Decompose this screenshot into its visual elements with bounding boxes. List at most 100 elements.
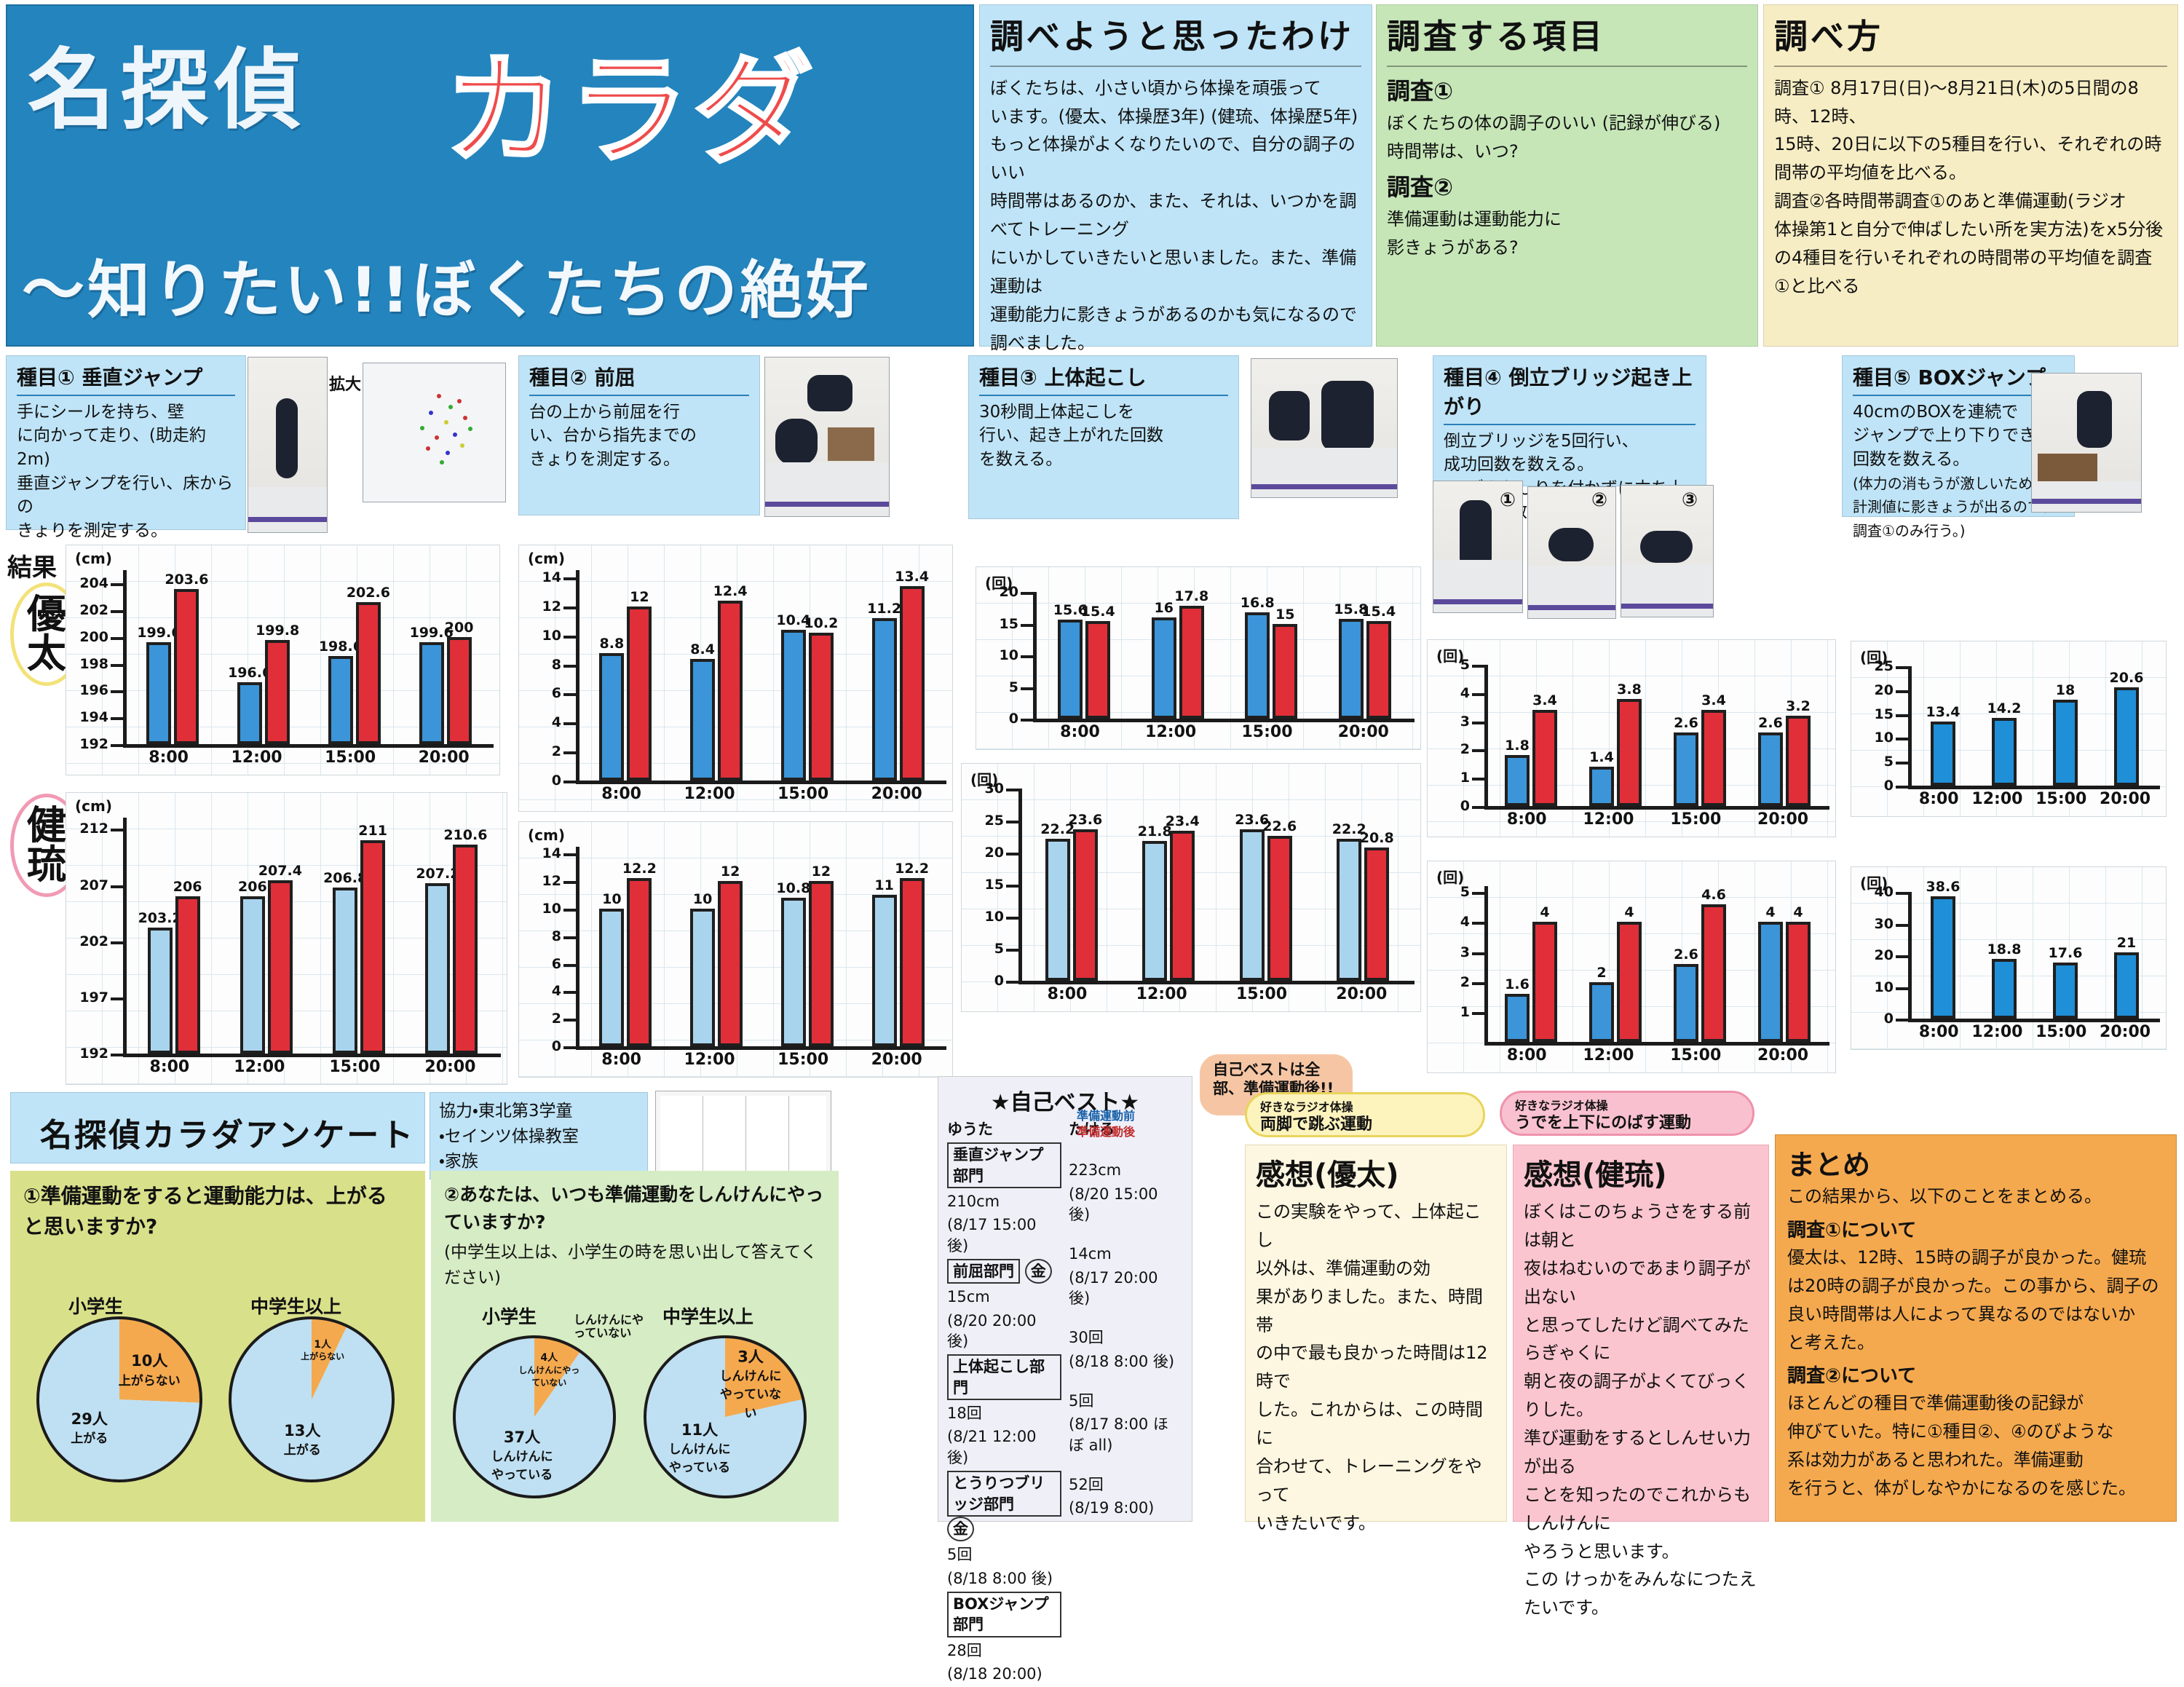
y-tick-label: 30 xyxy=(968,781,1018,797)
bar-value-label: 23.4 xyxy=(1165,813,1200,830)
impression-kenru-line: この けっかをみんなにつたえたいです。 xyxy=(1524,1569,1757,1619)
bar: 206.8 xyxy=(323,870,367,1054)
bar-value-label: 202.6 xyxy=(346,585,390,601)
event-3-name: 上体起こし xyxy=(1044,366,1147,390)
y-tick-label: 10 xyxy=(1857,979,1908,995)
x-tick-labels: 8:00 12:00 15:00 20:00 xyxy=(1023,985,1412,1003)
bar-value-label: 13.4 xyxy=(1926,704,1961,721)
bar: 38.6 xyxy=(1926,879,1960,1019)
bar-value-label: 4 xyxy=(1540,904,1550,921)
y-tick-label: 197 xyxy=(72,989,123,1006)
y-tick-label: 194 xyxy=(72,709,123,725)
pie-q1-middle: 1人 上がらない 13人 上がる xyxy=(229,1316,395,1482)
impression-yuta-line: 果がありました。また、時間帯 xyxy=(1256,1286,1483,1335)
x-tick-label: 15:00 xyxy=(2035,1023,2087,1041)
y-axis xyxy=(1908,892,1912,1019)
event-1-id: 種目① xyxy=(17,366,75,390)
x-tick-label: 15:00 xyxy=(2035,790,2087,808)
y-tick-label: 8 xyxy=(525,657,576,673)
pie-slice-label: 1人 上がらない xyxy=(301,1338,345,1362)
panel-reason-title: 調べようと思ったわけ xyxy=(990,12,1361,67)
credits-item: ・家族 xyxy=(439,1152,478,1171)
x-tick-label: 12:00 xyxy=(1971,790,2023,808)
y-tick-label: 202 xyxy=(72,933,123,949)
bar: 210.6 xyxy=(443,827,487,1054)
y-tick-label: 5 xyxy=(1857,754,1908,770)
y-tick-label: 0 xyxy=(982,711,1033,727)
legend-after: 準備運動後 xyxy=(1077,1125,1136,1139)
favorite-yuta-value: 両脚で跳ぶ運動 xyxy=(1260,1115,1373,1134)
y-tick-label: 5 xyxy=(968,941,1018,957)
bar: 11.2 xyxy=(867,601,901,781)
conclusion-sec1-line: 優太は、12時、15時の調子が良かった。健琉 xyxy=(1787,1247,2147,1268)
bar: 2 xyxy=(1589,965,1614,1042)
event-2-name: 前屈 xyxy=(594,366,636,390)
credits-box: 協力・東北第3学童 ・セインツ体操教室 ・家族 xyxy=(430,1092,648,1180)
x-tick-label: 15:00 xyxy=(1670,810,1722,829)
event-5-id: 種目⑤ xyxy=(1853,366,1911,390)
bar-group: 18 xyxy=(2053,666,2078,786)
photo-bridge-step-2 xyxy=(1527,486,1616,619)
x-tick-label: 8:00 xyxy=(1060,723,1100,741)
y-tick-label: 20 xyxy=(1857,947,1908,963)
bar: 196.6 xyxy=(228,665,272,744)
bar-value-label: 3.4 xyxy=(1701,692,1726,709)
panel-method-line: 調査②各時間帯調査①のあと準備運動(ラジオ xyxy=(1774,191,2126,212)
bar-value-label: 10.8 xyxy=(776,880,811,896)
best-value: 52回 xyxy=(1069,1476,1104,1494)
bar-value-label: 203.2 xyxy=(138,910,182,927)
bar: 18 xyxy=(2053,682,2078,786)
bar-value-label: 4.6 xyxy=(1701,886,1726,903)
bar: 18.8 xyxy=(1987,941,2021,1019)
bar-value-label: 23.6 xyxy=(1068,812,1103,829)
y-tick-label: 4 xyxy=(1433,914,1484,930)
best-when: (8/18 8:00 後) xyxy=(1069,1352,1175,1370)
y-axis xyxy=(576,570,579,781)
bar: 21 xyxy=(2114,935,2139,1019)
x-tick-label: 15:00 xyxy=(778,1051,829,1069)
bar: 12 xyxy=(718,864,743,1046)
bar-value-label: 12.2 xyxy=(895,861,930,877)
y-tick-label: 12 xyxy=(525,873,576,889)
bar: 15.4 xyxy=(1081,604,1115,719)
pie-q2-elementary: 4人 しんけんにやっていない 37人 しんけんにやっている xyxy=(453,1335,616,1498)
y-tick-label: 25 xyxy=(1857,658,1908,674)
impression-yuta-line: した。これからは、この時間に xyxy=(1256,1399,1483,1448)
y-tick-label: 198 xyxy=(72,656,123,672)
bar-groups: 1.6 4 2 4 2.6 4.6 4 4 xyxy=(1489,886,1827,1042)
y-tick-label: 0 xyxy=(1857,1011,1908,1027)
event-5-desc: 40cmのBOXを連続で xyxy=(1853,402,2019,422)
x-tick-label: 8:00 xyxy=(1506,810,1547,829)
bar: 3.2 xyxy=(1786,698,1811,806)
best-heading: ★自己ベスト★ xyxy=(990,1090,1140,1115)
person-name-yuta: 優太 xyxy=(27,591,66,676)
chart-situp-kenru: (回) 0 5 10 15 20 25 30 22.2 23.6 21.8 23.4 23.6 22.6 2… xyxy=(961,763,1421,1012)
best-event: 前屈部門 xyxy=(947,1259,1020,1284)
panel-method-line: 体操第1と自分で伸ばしたい所を実方法)をⅹ5分後 xyxy=(1774,219,2164,240)
bar: 12 xyxy=(808,864,834,1046)
survey-banner: 名探偵カラダアンケート xyxy=(10,1092,425,1163)
bar-value-label: 206 xyxy=(238,879,267,895)
bar-group: 1.8 3.4 xyxy=(1505,665,1557,806)
y-tick-label: 200 xyxy=(72,629,123,645)
pie-slice-label: 13人 上がる xyxy=(283,1421,321,1458)
bar: 12.4 xyxy=(713,583,748,781)
x-tick-label: 20:00 xyxy=(871,785,922,803)
bar-value-label: 21.8 xyxy=(1137,823,1172,840)
y-axis-unit: (cm) xyxy=(75,550,112,567)
bar-value-label: 22.2 xyxy=(1332,821,1366,837)
best-records-panel: ★自己ベスト★ ゆうた 垂直ジャンプ部門 210cm (8/17 15:00 後… xyxy=(938,1076,1192,1683)
panel-method-line: の4種目を行いそれぞれの時間帯の平均値を調査①と比べる xyxy=(1774,247,2153,296)
bar: 207.2 xyxy=(416,866,459,1054)
y-tick-label: 15 xyxy=(982,616,1033,632)
bar-group: 15.6 15.4 xyxy=(1053,592,1115,719)
bar-group: 11.2 13.4 xyxy=(867,569,929,781)
bar-group: 206.8 211 xyxy=(323,818,387,1054)
best-event: BOXジャンプ部門 xyxy=(947,1591,1061,1637)
conclusion-sec1-line: 良い時間帯は人によって異なるのではないか xyxy=(1787,1303,2136,1324)
bar-value-label: 20.6 xyxy=(2109,669,2144,686)
y-tick-label: 25 xyxy=(968,813,1018,829)
event-card-2: 種目② 前屈 台の上から前屈を行 い、台から指先までの きょりを測定する。 xyxy=(518,355,760,515)
x-tick-labels: 8:00 12:00 15:00 20:00 xyxy=(580,1051,943,1069)
y-tick-label: 2 xyxy=(525,1011,576,1027)
